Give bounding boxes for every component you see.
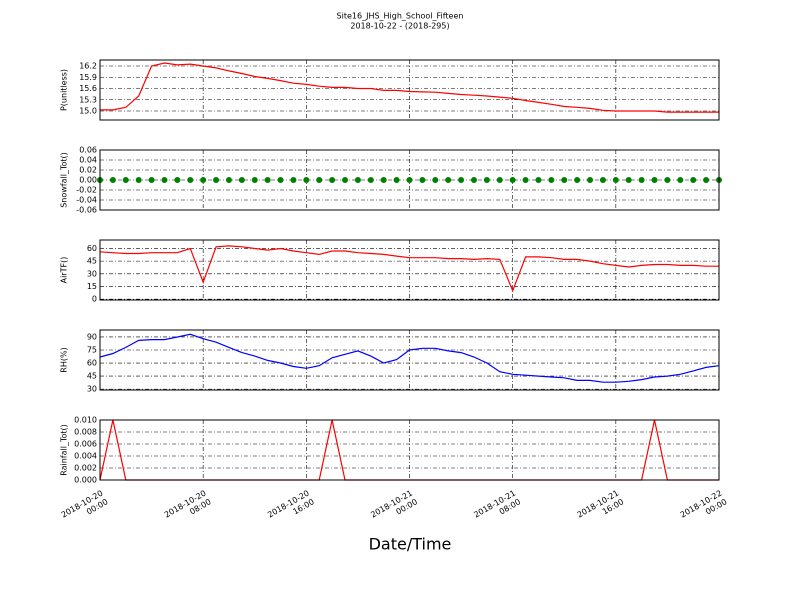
x-tick-label: 2018-10-2008:00	[163, 488, 213, 528]
panel-frame	[99, 239, 720, 301]
marker	[458, 177, 465, 183]
y-tick-label: 60	[87, 244, 97, 253]
marker	[264, 177, 271, 183]
marker	[677, 177, 684, 183]
marker	[135, 177, 142, 183]
marker	[290, 177, 297, 183]
marker	[548, 177, 555, 183]
marker	[225, 177, 232, 183]
panel-frame	[99, 419, 720, 481]
y-tick-label: 15.9	[79, 73, 97, 82]
marker	[174, 177, 181, 183]
marker	[200, 177, 207, 183]
y-tick-label: 0.002	[74, 464, 97, 473]
y-tick-label: 16.2	[79, 62, 97, 71]
marker	[612, 177, 619, 183]
marker	[316, 177, 323, 183]
marker	[445, 177, 452, 183]
marker	[522, 177, 529, 183]
x-tick-label: 2018-10-2200:00	[678, 488, 728, 528]
marker	[625, 177, 632, 183]
marker	[432, 177, 439, 183]
y-tick-label: 0.010	[74, 416, 97, 425]
y-tick-label: 45	[87, 372, 97, 381]
y-tick-label: -0.02	[76, 186, 97, 195]
x-tick-label: 2018-10-2016:00	[266, 488, 316, 528]
data-line	[99, 333, 720, 383]
y-axis-label: P(unitless)	[60, 69, 69, 111]
marker	[342, 177, 349, 183]
y-tick-label: 0.04	[79, 156, 97, 165]
marker	[213, 177, 220, 183]
marker	[587, 177, 594, 183]
marker	[651, 177, 658, 183]
y-tick-label: 0.06	[79, 146, 97, 155]
y-tick-label: 0.000	[74, 476, 97, 485]
marker	[419, 177, 426, 183]
panel-frame	[99, 329, 720, 391]
marker	[393, 177, 400, 183]
y-axis-label: Snowfall_Tot()	[60, 152, 69, 208]
marker	[161, 177, 168, 183]
y-tick-label: -0.04	[76, 196, 97, 205]
chart-subtitle: 2018-10-22 - (2018-295)	[350, 22, 449, 31]
marker	[277, 177, 284, 183]
y-tick-label: 15.3	[79, 95, 97, 104]
y-tick-label: 15.6	[79, 84, 97, 93]
marker	[148, 177, 155, 183]
x-tick-label: 2018-10-2108:00	[472, 488, 522, 528]
marker	[690, 177, 697, 183]
y-axis-label: RH(%)	[60, 347, 69, 372]
y-tick-label: 90	[87, 332, 97, 341]
marker	[470, 177, 477, 183]
y-axis-label: AirTF()	[60, 257, 69, 284]
y-tick-label: 15.0	[79, 107, 97, 116]
marker	[535, 177, 542, 183]
marker	[574, 177, 581, 183]
marker	[703, 177, 710, 183]
marker	[367, 177, 374, 183]
y-tick-label: 0.02	[79, 166, 97, 175]
y-axis-label: Rainfall_Tot()	[60, 424, 69, 476]
marker	[483, 177, 490, 183]
marker	[251, 177, 258, 183]
marker	[664, 177, 671, 183]
marker	[380, 177, 387, 183]
y-tick-label: 60	[87, 359, 97, 368]
marker	[599, 177, 606, 183]
y-tick-label: 15	[87, 282, 97, 291]
y-tick-label: 0.006	[74, 440, 97, 449]
x-tick-label: 2018-10-2116:00	[575, 488, 625, 528]
data-line	[100, 62, 719, 113]
marker	[561, 177, 568, 183]
y-tick-label: 30	[87, 385, 97, 394]
y-tick-label: 0.00	[79, 176, 97, 185]
marker	[303, 177, 310, 183]
marker	[496, 177, 503, 183]
marker	[187, 177, 194, 183]
panel-frame	[99, 149, 720, 211]
y-tick-label: -0.06	[76, 206, 97, 215]
y-tick-label: 30	[87, 269, 97, 278]
x-tick-label: 2018-10-2100:00	[369, 488, 419, 528]
x-tick-label: 2018-10-2000:00	[59, 488, 109, 528]
marker	[109, 177, 116, 183]
chart-title: Site16_JHS_High_School_Fifteen	[337, 12, 464, 21]
marker	[329, 177, 336, 183]
marker	[238, 177, 245, 183]
marker	[122, 177, 129, 183]
y-tick-label: 0.008	[74, 428, 97, 437]
y-tick-label: 0	[92, 295, 97, 304]
y-tick-label: 75	[87, 346, 97, 355]
data-line	[99, 245, 719, 293]
panel-frame	[99, 59, 720, 121]
y-tick-label: 45	[87, 257, 97, 266]
marker	[406, 177, 413, 183]
y-tick-label: 0.004	[74, 452, 97, 461]
marker	[354, 177, 361, 183]
marker	[509, 177, 516, 183]
marker	[638, 177, 645, 183]
x-axis-label: Date/Time	[369, 535, 452, 554]
